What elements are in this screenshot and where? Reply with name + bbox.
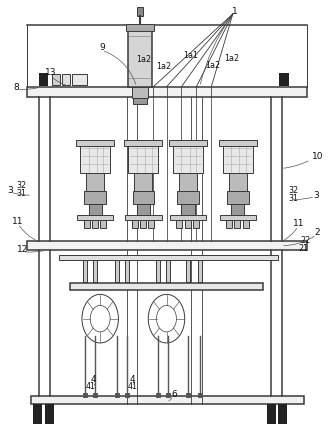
Text: 1a2: 1a2: [156, 62, 171, 71]
Text: 10: 10: [312, 152, 324, 161]
Bar: [84, 220, 90, 228]
Bar: [229, 173, 247, 190]
Bar: [27, 241, 307, 250]
Bar: [128, 140, 158, 173]
Bar: [39, 73, 48, 86]
Bar: [148, 220, 154, 228]
Text: 2: 2: [315, 228, 320, 237]
Bar: [166, 260, 170, 282]
Bar: [227, 190, 248, 204]
Bar: [83, 393, 87, 397]
Text: 4: 4: [130, 375, 136, 384]
Text: 32: 32: [288, 186, 298, 195]
Bar: [125, 260, 129, 282]
Bar: [132, 87, 148, 98]
Text: 32: 32: [16, 181, 26, 190]
Text: 1a1: 1a1: [183, 51, 198, 59]
Bar: [179, 173, 197, 190]
Bar: [134, 173, 153, 190]
Text: 41: 41: [128, 382, 138, 391]
Bar: [234, 220, 240, 228]
Text: 31: 31: [16, 189, 26, 198]
Bar: [125, 393, 129, 397]
Bar: [52, 74, 60, 85]
Bar: [31, 396, 304, 404]
Bar: [177, 190, 199, 204]
Text: 13: 13: [45, 68, 56, 77]
Bar: [132, 220, 138, 228]
Text: 8: 8: [14, 83, 20, 92]
Text: 4: 4: [90, 375, 96, 384]
Bar: [128, 25, 152, 87]
Bar: [181, 204, 195, 215]
Bar: [125, 215, 162, 220]
Bar: [80, 140, 110, 173]
Bar: [140, 220, 146, 228]
Bar: [267, 404, 276, 424]
Bar: [92, 220, 98, 228]
Bar: [166, 393, 170, 397]
Text: 1a2: 1a2: [137, 55, 152, 64]
Text: 11: 11: [293, 219, 305, 228]
Bar: [226, 220, 232, 228]
Text: 21: 21: [298, 245, 308, 253]
Text: 3: 3: [7, 186, 13, 195]
Bar: [93, 260, 97, 282]
Text: 41: 41: [86, 382, 96, 391]
Bar: [176, 220, 182, 228]
Bar: [156, 260, 160, 282]
Bar: [27, 87, 307, 97]
Bar: [278, 404, 287, 424]
Bar: [186, 260, 190, 282]
Bar: [198, 393, 202, 397]
Bar: [219, 215, 256, 220]
Bar: [72, 74, 87, 85]
Text: 12: 12: [17, 245, 28, 254]
Bar: [193, 220, 199, 228]
Bar: [83, 260, 87, 282]
Bar: [89, 204, 102, 215]
Text: 22: 22: [301, 237, 311, 245]
Bar: [133, 98, 147, 105]
Bar: [185, 220, 191, 228]
Text: 11: 11: [12, 217, 24, 226]
Bar: [85, 190, 106, 204]
Bar: [62, 74, 70, 85]
Bar: [126, 24, 154, 31]
Bar: [86, 173, 104, 190]
Bar: [70, 284, 263, 290]
Bar: [76, 140, 114, 147]
Text: 1: 1: [232, 7, 237, 16]
Bar: [100, 220, 106, 228]
Text: 9: 9: [99, 43, 105, 51]
Bar: [125, 140, 162, 147]
Bar: [59, 255, 278, 260]
Bar: [33, 404, 43, 424]
Text: 6: 6: [171, 390, 177, 399]
Bar: [115, 260, 119, 282]
Bar: [173, 140, 203, 173]
Bar: [169, 140, 207, 147]
Bar: [93, 393, 97, 397]
Text: 31: 31: [288, 194, 298, 202]
Text: 3: 3: [313, 190, 319, 199]
Bar: [186, 393, 190, 397]
Bar: [115, 393, 119, 397]
Bar: [133, 190, 154, 204]
Bar: [243, 220, 249, 228]
Bar: [77, 215, 114, 220]
Bar: [223, 140, 253, 173]
Bar: [170, 215, 206, 220]
Text: 1a2: 1a2: [224, 54, 240, 63]
Bar: [137, 8, 143, 16]
Bar: [231, 204, 244, 215]
Bar: [45, 404, 54, 424]
Bar: [198, 260, 202, 282]
Bar: [156, 393, 160, 397]
Bar: [279, 73, 288, 86]
Bar: [137, 204, 150, 215]
Text: 1a2: 1a2: [205, 61, 220, 70]
Bar: [219, 140, 257, 147]
